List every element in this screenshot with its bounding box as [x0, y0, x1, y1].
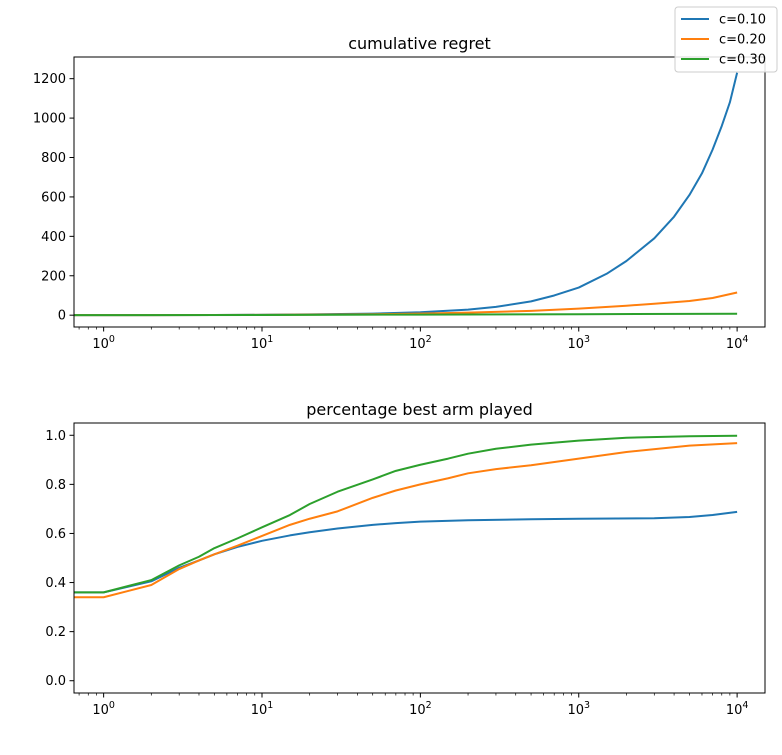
x-tick-label-exponent: 0: [109, 700, 115, 711]
y-tick-label: 400: [41, 230, 66, 245]
x-tick-label-base: 10: [92, 337, 109, 352]
y-tick-label: 600: [41, 190, 66, 205]
chart-title: cumulative regret: [348, 34, 491, 53]
x-tick-label: 102: [409, 334, 432, 352]
y-tick-label: 1200: [33, 72, 66, 87]
x-tick-label-base: 10: [567, 337, 584, 352]
cumulative-regret-panel: 100 101 102 103 104020040060080010001200cumu…: [33, 34, 766, 352]
x-tick-label: 104: [726, 700, 749, 718]
y-tick-label: 1000: [33, 112, 66, 127]
x-tick-label-exponent: 0: [109, 334, 115, 345]
series-line-c-0-30: [74, 434, 738, 594]
y-tick-label: 800: [41, 151, 66, 166]
x-tick-label: 103: [567, 700, 590, 718]
x-tick-label: 104: [726, 334, 749, 352]
axes-frame: [73, 422, 766, 694]
y-tick-label: 0.6: [45, 527, 66, 542]
x-tick-label: 100: [92, 334, 115, 352]
legend-box: [674, 6, 778, 73]
y-tick-label: 1.0: [45, 429, 66, 444]
x-tick-label-exponent: 1: [267, 700, 273, 711]
x-tick-label: 100: [92, 700, 115, 718]
axes-frame: [73, 56, 766, 328]
x-tick-label: 102: [409, 700, 432, 718]
x-tick-label-base: 10: [251, 703, 268, 718]
legend-label: c=0.20: [719, 33, 766, 48]
x-tick-label-base: 10: [251, 337, 268, 352]
x-tick-label-base: 10: [409, 703, 426, 718]
series-line-c-0-10: [74, 72, 739, 317]
legend-label: c=0.10: [719, 13, 766, 28]
best-arm-panel: 100 101 102 103 1040.00.20.40.60.81.0percent…: [45, 400, 766, 718]
y-tick-label: 0.0: [45, 674, 66, 689]
series-line-c-0-30: [74, 312, 738, 317]
x-tick-label-base: 10: [409, 337, 426, 352]
series-group: [74, 72, 739, 317]
x-tick-label-exponent: 4: [742, 334, 748, 345]
series-line-c-0-20: [74, 442, 738, 599]
legend-label: c=0.30: [719, 53, 766, 68]
chart-title: percentage best arm played: [306, 400, 533, 419]
x-tick-label-base: 10: [567, 703, 584, 718]
x-tick-label: 101: [251, 334, 274, 352]
x-tick-label-exponent: 3: [584, 700, 590, 711]
x-tick-label-exponent: 4: [742, 700, 748, 711]
y-tick-label: 0: [58, 309, 66, 324]
x-tick-label: 103: [567, 334, 590, 352]
x-tick-label: 101: [251, 700, 274, 718]
series-line-c-0-10: [74, 510, 738, 594]
legend: c=0.10 c=0.20 c=0.30: [674, 6, 778, 73]
x-tick-label-base: 10: [92, 703, 109, 718]
x-tick-label-exponent: 2: [426, 700, 432, 711]
x-tick-label-base: 10: [726, 337, 743, 352]
y-tick-label: 0.8: [45, 478, 66, 493]
x-tick-label-exponent: 1: [267, 334, 273, 345]
y-tick-label: 0.2: [45, 625, 66, 640]
y-tick-label: 0.4: [45, 576, 66, 591]
y-tick-label: 200: [41, 269, 66, 284]
x-tick-label-exponent: 2: [426, 334, 432, 345]
x-tick-label-exponent: 3: [584, 334, 590, 345]
series-group: [74, 434, 738, 599]
x-tick-label-base: 10: [726, 703, 743, 718]
